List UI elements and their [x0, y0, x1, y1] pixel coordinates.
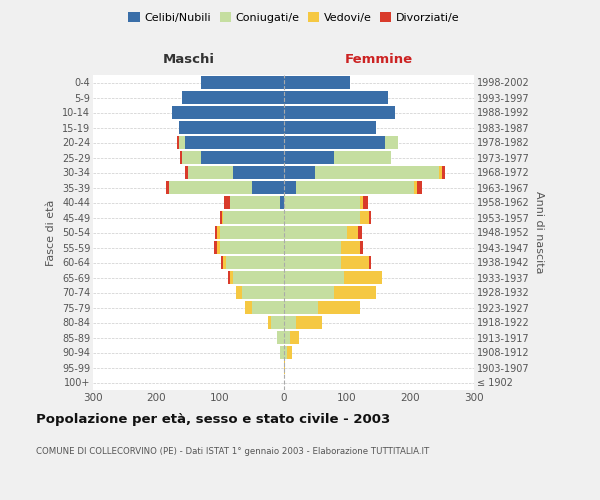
- Bar: [287, 346, 292, 358]
- Bar: [442, 166, 445, 178]
- Bar: [268, 316, 271, 328]
- Bar: [284, 346, 287, 358]
- Bar: [360, 196, 363, 208]
- Bar: [296, 182, 413, 194]
- Bar: [172, 106, 284, 118]
- Bar: [236, 286, 242, 298]
- Bar: [284, 272, 344, 283]
- Bar: [228, 272, 230, 283]
- Bar: [185, 136, 284, 148]
- Bar: [217, 242, 220, 254]
- Bar: [222, 212, 223, 224]
- Bar: [284, 332, 290, 344]
- Bar: [230, 196, 280, 208]
- Bar: [245, 302, 252, 314]
- Bar: [280, 346, 284, 358]
- Bar: [185, 166, 188, 178]
- Bar: [220, 212, 222, 224]
- Bar: [284, 256, 341, 268]
- Bar: [360, 212, 369, 224]
- Bar: [252, 302, 284, 314]
- Bar: [252, 182, 284, 194]
- Bar: [271, 316, 284, 328]
- Bar: [220, 242, 284, 254]
- Bar: [315, 166, 439, 178]
- Bar: [290, 332, 299, 344]
- Bar: [284, 316, 296, 328]
- Bar: [223, 212, 284, 224]
- Bar: [180, 152, 182, 164]
- Bar: [284, 76, 350, 88]
- Bar: [179, 122, 284, 134]
- Bar: [201, 76, 284, 88]
- Bar: [223, 256, 226, 268]
- Bar: [284, 196, 360, 208]
- Bar: [178, 136, 179, 148]
- Bar: [284, 212, 360, 224]
- Bar: [226, 256, 284, 268]
- Bar: [284, 362, 285, 374]
- Bar: [224, 196, 230, 208]
- Bar: [341, 242, 360, 254]
- Bar: [417, 182, 422, 194]
- Bar: [179, 136, 185, 148]
- Bar: [439, 166, 442, 178]
- Bar: [284, 106, 395, 118]
- Bar: [344, 272, 382, 283]
- Bar: [334, 286, 376, 298]
- Legend: Celibi/Nubili, Coniugati/e, Vedovi/e, Divorziati/e: Celibi/Nubili, Coniugati/e, Vedovi/e, Di…: [124, 8, 464, 28]
- Bar: [334, 152, 391, 164]
- Bar: [217, 226, 220, 238]
- Bar: [360, 242, 363, 254]
- Bar: [284, 122, 376, 134]
- Bar: [169, 182, 252, 194]
- Bar: [220, 226, 284, 238]
- Bar: [369, 212, 371, 224]
- Bar: [413, 182, 417, 194]
- Y-axis label: Fasce di età: Fasce di età: [46, 200, 56, 266]
- Bar: [385, 136, 398, 148]
- Bar: [284, 92, 388, 104]
- Bar: [242, 286, 284, 298]
- Bar: [280, 196, 284, 208]
- Bar: [358, 226, 362, 238]
- Bar: [347, 226, 358, 238]
- Bar: [284, 182, 296, 194]
- Text: COMUNE DI COLLECORVINO (PE) - Dati ISTAT 1° gennaio 2003 - Elaborazione TUTTITAL: COMUNE DI COLLECORVINO (PE) - Dati ISTAT…: [36, 448, 429, 456]
- Bar: [166, 182, 169, 194]
- Bar: [221, 256, 223, 268]
- Bar: [215, 226, 217, 238]
- Bar: [188, 166, 233, 178]
- Bar: [182, 152, 201, 164]
- Text: Popolazione per età, sesso e stato civile - 2003: Popolazione per età, sesso e stato civil…: [36, 412, 390, 426]
- Bar: [230, 272, 233, 283]
- Bar: [284, 242, 341, 254]
- Bar: [369, 256, 371, 268]
- Bar: [233, 166, 284, 178]
- Bar: [214, 242, 217, 254]
- Y-axis label: Anni di nascita: Anni di nascita: [533, 191, 544, 274]
- Bar: [284, 152, 334, 164]
- Bar: [201, 152, 284, 164]
- Text: Femmine: Femmine: [344, 53, 413, 66]
- Bar: [319, 302, 360, 314]
- Bar: [277, 332, 284, 344]
- Bar: [284, 302, 319, 314]
- Bar: [284, 226, 347, 238]
- Bar: [182, 92, 284, 104]
- Text: Maschi: Maschi: [162, 53, 214, 66]
- Bar: [284, 136, 385, 148]
- Bar: [284, 166, 315, 178]
- Bar: [363, 196, 368, 208]
- Bar: [341, 256, 369, 268]
- Bar: [296, 316, 322, 328]
- Bar: [233, 272, 284, 283]
- Bar: [284, 286, 334, 298]
